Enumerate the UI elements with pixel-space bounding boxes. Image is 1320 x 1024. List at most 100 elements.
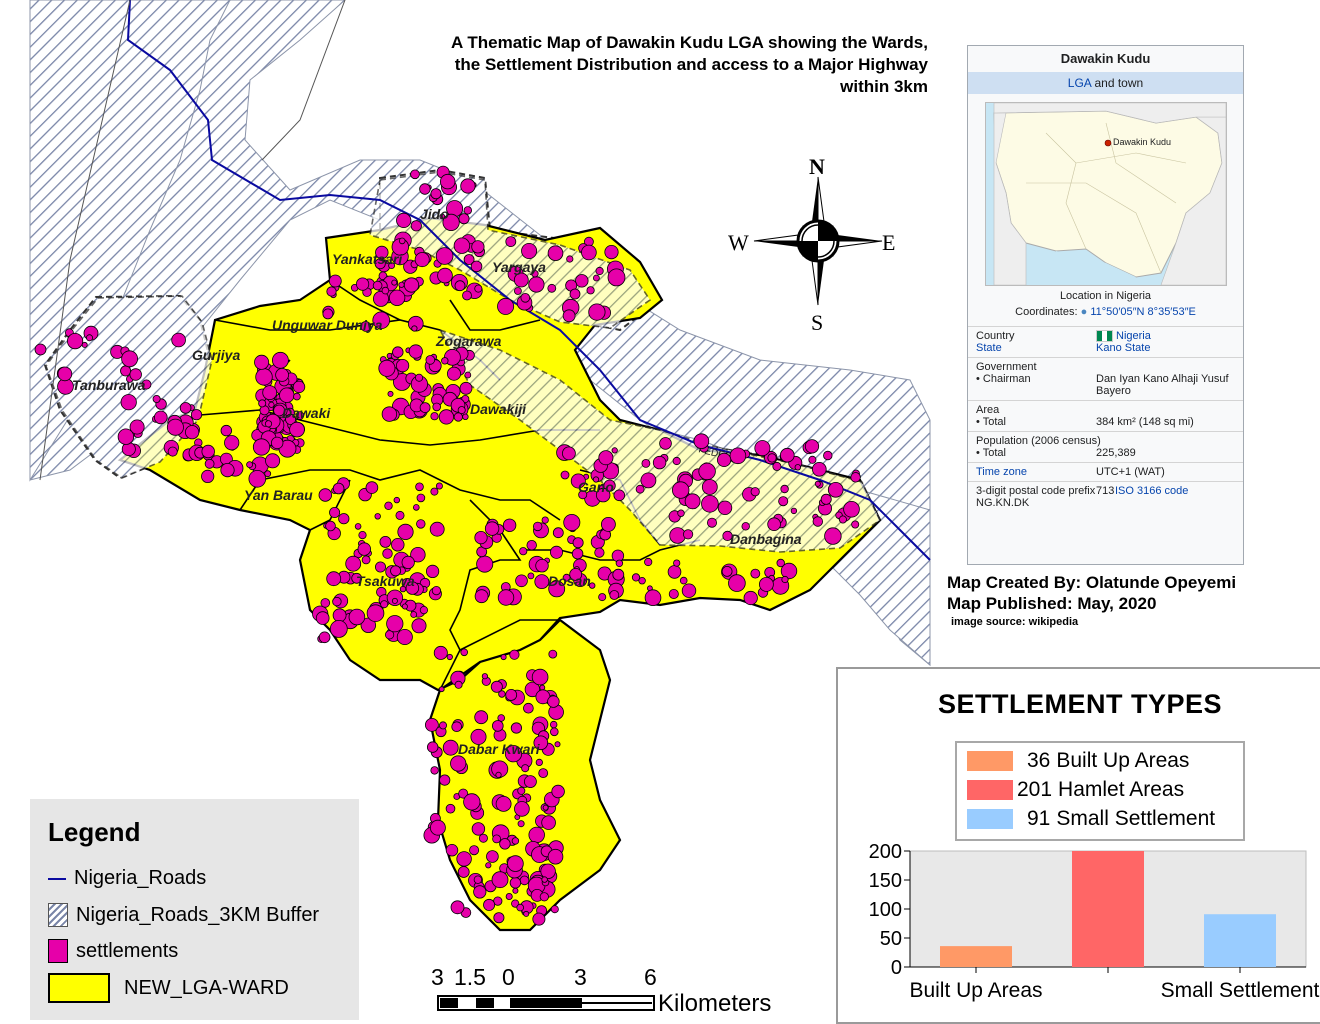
settlement-blob	[533, 521, 543, 532]
settlement-blob	[541, 815, 556, 830]
settlement-blob	[843, 500, 860, 518]
bar-hamlet-areas	[1072, 851, 1144, 967]
infobox-coords-link[interactable]: 11°50′05″N 8°35′53″E	[1090, 306, 1196, 318]
settlement-blob	[439, 774, 451, 786]
legend-item-buffer: Nigeria_Roads_3KM Buffer	[48, 903, 319, 927]
settlement-blob	[581, 244, 597, 261]
settlement-blob	[509, 877, 522, 889]
settlement-blob	[268, 401, 275, 408]
map-credits: Map Created By: Olatunde Opeyemi Map Pub…	[947, 572, 1236, 628]
settlement-blob	[459, 381, 473, 395]
ward-label-dawakiji: Dawakiji	[470, 401, 527, 417]
settlement-blob	[429, 819, 446, 836]
settlement-blob	[201, 444, 215, 459]
settlement-blob	[419, 402, 431, 414]
ward-label-dawaki: Dawaki	[282, 405, 331, 421]
ward-label-gurjiya: Gurjiya	[192, 347, 240, 363]
settlement-blob	[542, 804, 549, 811]
settlement-blob	[528, 826, 545, 844]
settlement-blob	[533, 735, 549, 751]
settlement-blob	[504, 745, 523, 763]
settlement-blob	[437, 267, 453, 284]
settlement-blob	[483, 898, 496, 911]
settlement-blob	[743, 590, 758, 606]
settlement-blob	[430, 188, 442, 200]
settlement-blob	[596, 487, 611, 503]
settlement-blob	[285, 413, 297, 425]
settlement-blob	[566, 255, 574, 263]
settlement-blob	[772, 461, 782, 471]
infobox-state-link[interactable]: Kano State	[1096, 342, 1151, 355]
settlement-blob	[474, 284, 483, 293]
settlement-blob	[435, 482, 443, 490]
settlement-blob	[361, 555, 371, 565]
bar-small-settlement	[1204, 914, 1276, 967]
settlement-blob	[668, 589, 679, 600]
settlement-blob	[635, 484, 645, 494]
settlement-blob	[120, 365, 132, 377]
y-tick-label: 0	[891, 957, 902, 979]
settlement-blob	[328, 274, 342, 288]
settlement-blob	[569, 568, 583, 581]
settlement-swatch-icon	[48, 939, 68, 963]
settlement-blob	[495, 771, 502, 779]
settlement-blob	[120, 394, 137, 411]
settlement-blob	[497, 589, 515, 606]
settlement-blob	[395, 358, 410, 373]
settlement-blob	[554, 741, 561, 748]
settlement-blob	[820, 493, 832, 505]
settlement-blob	[823, 450, 833, 461]
settlement-blob	[432, 402, 442, 412]
settlement-blob	[535, 559, 549, 573]
settlement-blob	[419, 605, 428, 615]
settlement-blob	[611, 549, 625, 563]
infobox-government-label: Government	[976, 361, 1037, 374]
credit-published: Map Published: May, 2020	[947, 594, 1157, 613]
settlement-blob	[435, 247, 454, 265]
infobox-lga-link[interactable]: LGA	[1067, 76, 1092, 90]
wikipedia-infobox: Dawakin Kudu LGA and town Dawakin Kudu L…	[967, 45, 1244, 565]
settlement-blob	[332, 608, 347, 623]
settlement-blob	[601, 517, 616, 532]
x-tick-label: Small Settlement	[1161, 979, 1320, 1002]
map-legend: Legend Nigeria_Roads Nigeria_Roads_3KM B…	[30, 799, 359, 1020]
infobox-state-label[interactable]: State	[976, 342, 1002, 355]
settlement-blob	[117, 428, 135, 445]
settlement-blob	[586, 286, 595, 295]
settlement-blob	[265, 453, 281, 469]
settlement-blob	[701, 479, 718, 495]
settlement-blob	[470, 728, 487, 745]
settlement-blob	[547, 695, 560, 708]
settlement-blob	[424, 718, 439, 732]
map-title-line-1: A Thematic Map of Dawakin Kudu LGA showi…	[451, 33, 928, 52]
lga-outline	[117, 216, 882, 932]
settlement-blob	[403, 277, 420, 293]
settlement-blob	[534, 574, 550, 589]
scale-label-3: 3	[574, 964, 587, 990]
infobox-population-total-value: 225,389	[1096, 447, 1136, 460]
infobox-iso-label[interactable]: ISO 3166 code	[1115, 485, 1189, 498]
settlement-blob	[497, 297, 515, 315]
settlement-blob	[473, 875, 483, 884]
settlement-blob	[391, 538, 405, 552]
settlement-blob	[499, 838, 511, 850]
compass-s: S	[811, 310, 823, 335]
settlement-blob	[640, 472, 657, 489]
settlement-blob	[776, 558, 785, 568]
settlement-blob	[171, 332, 186, 348]
legend-label-wards: NEW_LGA-WARD	[124, 976, 289, 999]
settlement-blob	[562, 573, 571, 582]
settlement-blob	[812, 516, 824, 527]
settlement-blob	[401, 555, 415, 570]
settlement-blob	[469, 845, 480, 856]
settlement-blob	[427, 741, 439, 753]
settlement-blob	[326, 286, 337, 297]
settlement-blob	[438, 686, 445, 693]
settlement-blob	[224, 435, 240, 451]
x-tick-label: Built Up Areas	[909, 979, 1042, 1002]
infobox-timezone-label[interactable]: Time zone	[976, 466, 1027, 479]
infobox-country-link[interactable]: Nigeria	[1116, 330, 1151, 342]
settlement-blob	[264, 420, 273, 428]
y-tick-label: 50	[880, 928, 902, 950]
